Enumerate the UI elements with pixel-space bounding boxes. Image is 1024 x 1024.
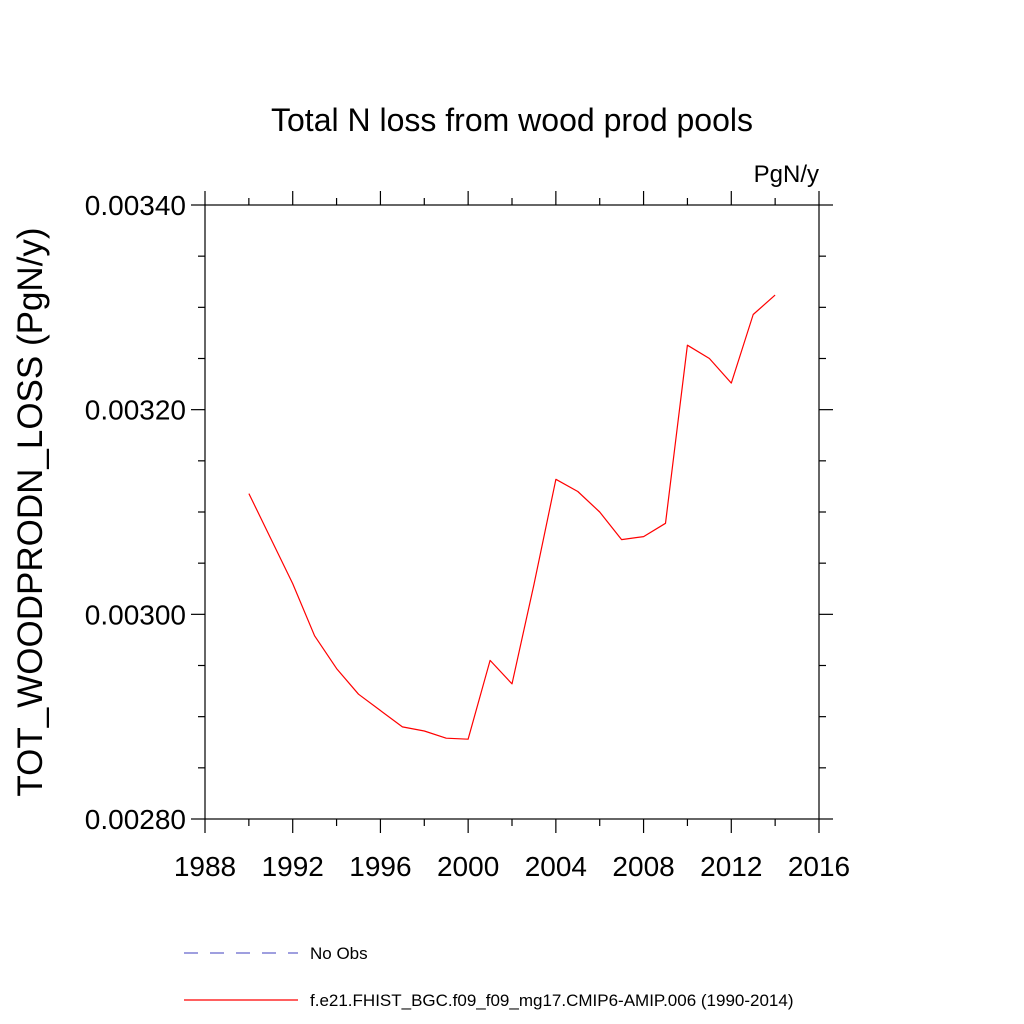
data-point (620, 538, 622, 540)
data-point (774, 294, 776, 296)
series-group (248, 294, 776, 740)
x-tick-label: 1996 (349, 851, 411, 882)
chart-title: Total N loss from wood prod pools (271, 102, 753, 138)
y-tick-label: 0.00300 (85, 599, 186, 630)
data-point (730, 382, 732, 384)
x-tick-label: 2016 (788, 851, 850, 882)
x-tick-label: 1992 (262, 851, 324, 882)
data-point (577, 490, 579, 492)
data-point (599, 511, 601, 513)
data-point (248, 492, 250, 494)
data-point (664, 522, 666, 524)
data-point (467, 738, 469, 740)
series-line (248, 294, 776, 740)
data-point (642, 535, 644, 537)
y-tick-label: 0.00320 (85, 395, 186, 426)
x-tick-label: 2004 (525, 851, 587, 882)
data-point (489, 659, 491, 661)
axes: 1988 1992 1996 2000 2004 2008 2012 2016 0.00280 0… (85, 190, 850, 882)
data-point (379, 709, 381, 711)
plot-frame (204, 204, 820, 820)
legend-label: f.e21.FHIST_BGC.f09_f09_mg17.CMIP6-AMIP.… (310, 991, 794, 1010)
data-point (445, 737, 447, 739)
data-point (555, 478, 557, 480)
data-point (533, 583, 535, 585)
data-point (511, 683, 513, 685)
y-tick-label: 0.00280 (85, 804, 186, 835)
data-point (686, 344, 688, 346)
data-point (401, 726, 403, 728)
y-tick-label: 0.00340 (85, 190, 186, 221)
legend: No Obs f.e21.FHIST_BGC.f09_f09_mg17.CMIP6… (184, 944, 794, 1010)
x-tick-label: 2008 (612, 851, 674, 882)
data-point (270, 537, 272, 539)
data-point (357, 693, 359, 695)
x-tick-label: 1988 (174, 851, 236, 882)
legend-label: No Obs (310, 944, 368, 963)
x-tick-label: 2012 (700, 851, 762, 882)
units-label: PgN/y (754, 161, 819, 188)
data-point (752, 313, 754, 315)
data-point (292, 582, 294, 584)
data-point (708, 357, 710, 359)
data-point (423, 730, 425, 732)
x-tick-label: 2000 (437, 851, 499, 882)
data-point (335, 667, 337, 669)
y-axis-label: TOT_WOODPRODN_LOSS (PgN/y) (11, 227, 50, 796)
data-point (313, 635, 315, 637)
